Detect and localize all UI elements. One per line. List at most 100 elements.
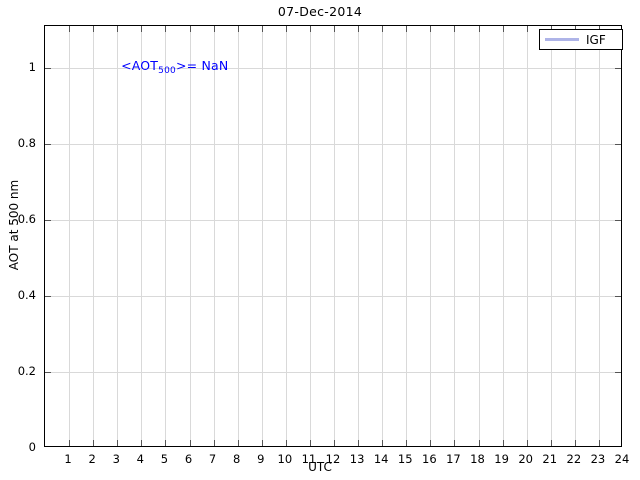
annotation-suffix: >= NaN [175, 57, 229, 73]
x-tick-mark-top [69, 26, 71, 32]
gridline-horizontal [45, 295, 621, 297]
gridline-vertical [237, 26, 239, 446]
x-tick-mark-top [334, 26, 335, 32]
x-tick-mark [261, 440, 263, 446]
gridline-vertical [93, 26, 95, 446]
x-tick-label: 16 [422, 452, 437, 466]
x-tick-mark [309, 440, 311, 446]
y-tick-mark [45, 219, 51, 221]
x-tick-label: 11 [301, 452, 317, 466]
x-tick-mark [213, 440, 215, 446]
x-tick-label: 3 [112, 452, 120, 466]
axis-ticks [45, 26, 621, 446]
x-tick-mark [141, 440, 143, 446]
x-tick-mark-top [382, 26, 384, 32]
x-tick-mark [502, 440, 504, 446]
legend-box[interactable]: IGF [539, 29, 623, 50]
x-tick-mark [430, 440, 432, 446]
gridline-vertical [117, 26, 119, 446]
x-tick-mark [406, 440, 408, 446]
x-tick-mark [117, 440, 119, 446]
x-tick-mark [189, 440, 191, 446]
gridline-horizontal [45, 219, 621, 221]
x-tick-label: 6 [184, 452, 193, 466]
x-tick-mark [526, 440, 528, 446]
annotation-prefix: <AOT [121, 57, 159, 73]
x-tick-mark-top [141, 26, 143, 32]
legend-label-igf: IGF [586, 32, 606, 47]
gridline-vertical [358, 26, 360, 446]
x-tick-mark [454, 440, 456, 446]
gridline-vertical [165, 26, 167, 446]
gridline-vertical [502, 26, 504, 446]
x-tick-mark-top [117, 26, 119, 32]
x-tick-label: 12 [325, 452, 341, 466]
legend-line-swatch-igf [545, 38, 579, 41]
data-series-layer [45, 26, 621, 446]
x-tick-label: 17 [446, 452, 461, 466]
gridline-vertical [574, 26, 576, 446]
gridline-horizontal [45, 67, 621, 69]
gridline-vertical [69, 26, 71, 446]
y-tick-label: 0 [28, 440, 36, 454]
x-tick-label: 20 [518, 452, 533, 466]
y-tick-label: 0.8 [17, 135, 36, 150]
x-tick-mark [358, 440, 360, 446]
x-tick-label: 24 [614, 452, 630, 466]
gridline-vertical [213, 26, 215, 446]
x-tick-mark [165, 440, 167, 446]
x-tick-label: 2 [88, 452, 96, 466]
gridline-vertical [478, 26, 480, 446]
x-tick-label: 18 [470, 452, 485, 466]
y-tick-mark [45, 67, 51, 69]
gridline-horizontal [45, 371, 621, 373]
x-tick-mark-top [526, 26, 528, 32]
x-tick-label: 15 [397, 452, 413, 466]
x-tick-label: 14 [373, 452, 389, 466]
y-tick-label: 0.6 [17, 211, 36, 226]
x-tick-mark [574, 440, 576, 446]
x-tick-label: 1 [64, 452, 72, 466]
gridline-vertical [261, 26, 263, 446]
y-tick-label: 1 [28, 59, 36, 74]
y-tick-mark [45, 143, 51, 145]
gridline-vertical [285, 26, 287, 446]
x-tick-mark [237, 440, 239, 446]
x-tick-mark-top [309, 26, 311, 32]
gridline-vertical [189, 26, 191, 446]
x-tick-mark [69, 440, 71, 446]
annotation-subscript: 500 [158, 65, 176, 76]
x-tick-label: 7 [208, 452, 217, 466]
x-tick-mark-top [213, 26, 215, 32]
x-tick-mark-top [189, 26, 191, 32]
x-tick-mark-top [237, 26, 239, 32]
x-tick-mark-top [358, 26, 360, 32]
x-tick-label: 21 [542, 452, 558, 466]
gridline-vertical [550, 26, 552, 446]
y-tick-label: 0.4 [17, 287, 36, 302]
y-tick-mark-right [615, 143, 621, 145]
x-tick-mark [550, 440, 552, 446]
x-tick-mark-top [285, 26, 287, 32]
y-tick-mark-right [615, 219, 621, 221]
plot-area [44, 25, 622, 447]
x-tick-mark [93, 440, 95, 446]
x-axis-label: UTC [308, 460, 332, 474]
x-tick-mark [334, 440, 335, 446]
gridline-vertical [141, 26, 143, 446]
gridline-vertical [406, 26, 408, 446]
x-tick-label: 9 [257, 452, 265, 466]
x-tick-mark [598, 440, 600, 446]
y-tick-mark-right [615, 371, 621, 373]
gridline-vertical [309, 26, 311, 446]
x-tick-label: 23 [590, 452, 606, 466]
gridline-vertical [430, 26, 432, 446]
gridlines [45, 26, 621, 446]
y-tick-mark [45, 371, 51, 373]
chart-title: 07-Dec-2014 [277, 4, 363, 19]
gridline-vertical [598, 26, 600, 446]
x-tick-mark-top [261, 26, 263, 32]
gridline-vertical [334, 26, 335, 446]
x-tick-label: 10 [277, 452, 293, 466]
